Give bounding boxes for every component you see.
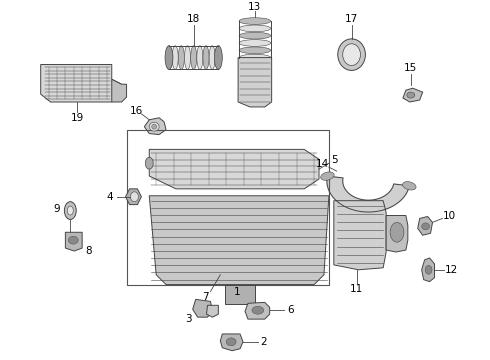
Ellipse shape [165,46,173,69]
Ellipse shape [239,32,270,39]
Polygon shape [41,64,122,102]
Ellipse shape [152,124,157,129]
Text: 15: 15 [404,63,417,73]
Polygon shape [422,258,435,282]
Text: 12: 12 [444,265,458,275]
Polygon shape [225,285,255,304]
Ellipse shape [239,40,270,46]
Ellipse shape [422,223,430,230]
Ellipse shape [239,47,270,54]
Ellipse shape [403,181,416,190]
Ellipse shape [390,222,404,242]
Ellipse shape [320,172,334,180]
Text: 10: 10 [443,211,456,221]
Text: 14: 14 [316,159,329,169]
Ellipse shape [197,46,203,69]
Text: 3: 3 [185,314,192,324]
Ellipse shape [252,306,264,314]
Text: 4: 4 [106,192,113,202]
Ellipse shape [215,46,222,69]
Text: 18: 18 [187,14,200,24]
Text: 9: 9 [53,204,60,213]
Ellipse shape [407,92,415,98]
Polygon shape [193,300,213,317]
Ellipse shape [209,46,215,69]
Text: 5: 5 [332,155,338,165]
Ellipse shape [338,39,366,71]
Polygon shape [220,334,243,351]
Ellipse shape [425,265,432,274]
Text: 6: 6 [287,305,294,315]
Text: 7: 7 [202,292,209,302]
Ellipse shape [226,338,236,346]
Polygon shape [65,232,82,251]
Text: 13: 13 [248,2,262,12]
Ellipse shape [149,122,159,131]
Ellipse shape [166,46,172,69]
Text: 16: 16 [130,106,143,116]
Ellipse shape [172,46,178,69]
Polygon shape [386,216,408,252]
Polygon shape [112,79,126,102]
Ellipse shape [178,46,184,69]
Polygon shape [125,189,142,204]
Ellipse shape [185,46,191,69]
Polygon shape [334,201,386,270]
Polygon shape [145,118,166,135]
Bar [126,130,329,285]
Ellipse shape [191,46,196,69]
Text: 11: 11 [350,284,363,293]
Text: 1: 1 [234,288,241,297]
Ellipse shape [215,46,221,69]
Ellipse shape [67,206,74,215]
Text: 2: 2 [261,337,267,347]
Ellipse shape [146,157,153,169]
Text: 8: 8 [86,246,93,256]
Ellipse shape [203,46,209,69]
Polygon shape [245,302,270,319]
Ellipse shape [64,202,76,220]
Ellipse shape [239,18,270,24]
Text: 17: 17 [345,14,358,24]
Polygon shape [149,149,319,189]
Polygon shape [149,196,329,285]
Polygon shape [417,216,433,235]
Ellipse shape [239,54,270,61]
Text: 19: 19 [71,113,84,123]
Polygon shape [206,305,219,317]
Polygon shape [327,176,409,212]
Ellipse shape [239,25,270,32]
Polygon shape [238,58,271,107]
Ellipse shape [343,44,361,66]
Ellipse shape [130,192,138,202]
Polygon shape [403,88,423,102]
Ellipse shape [68,236,78,244]
